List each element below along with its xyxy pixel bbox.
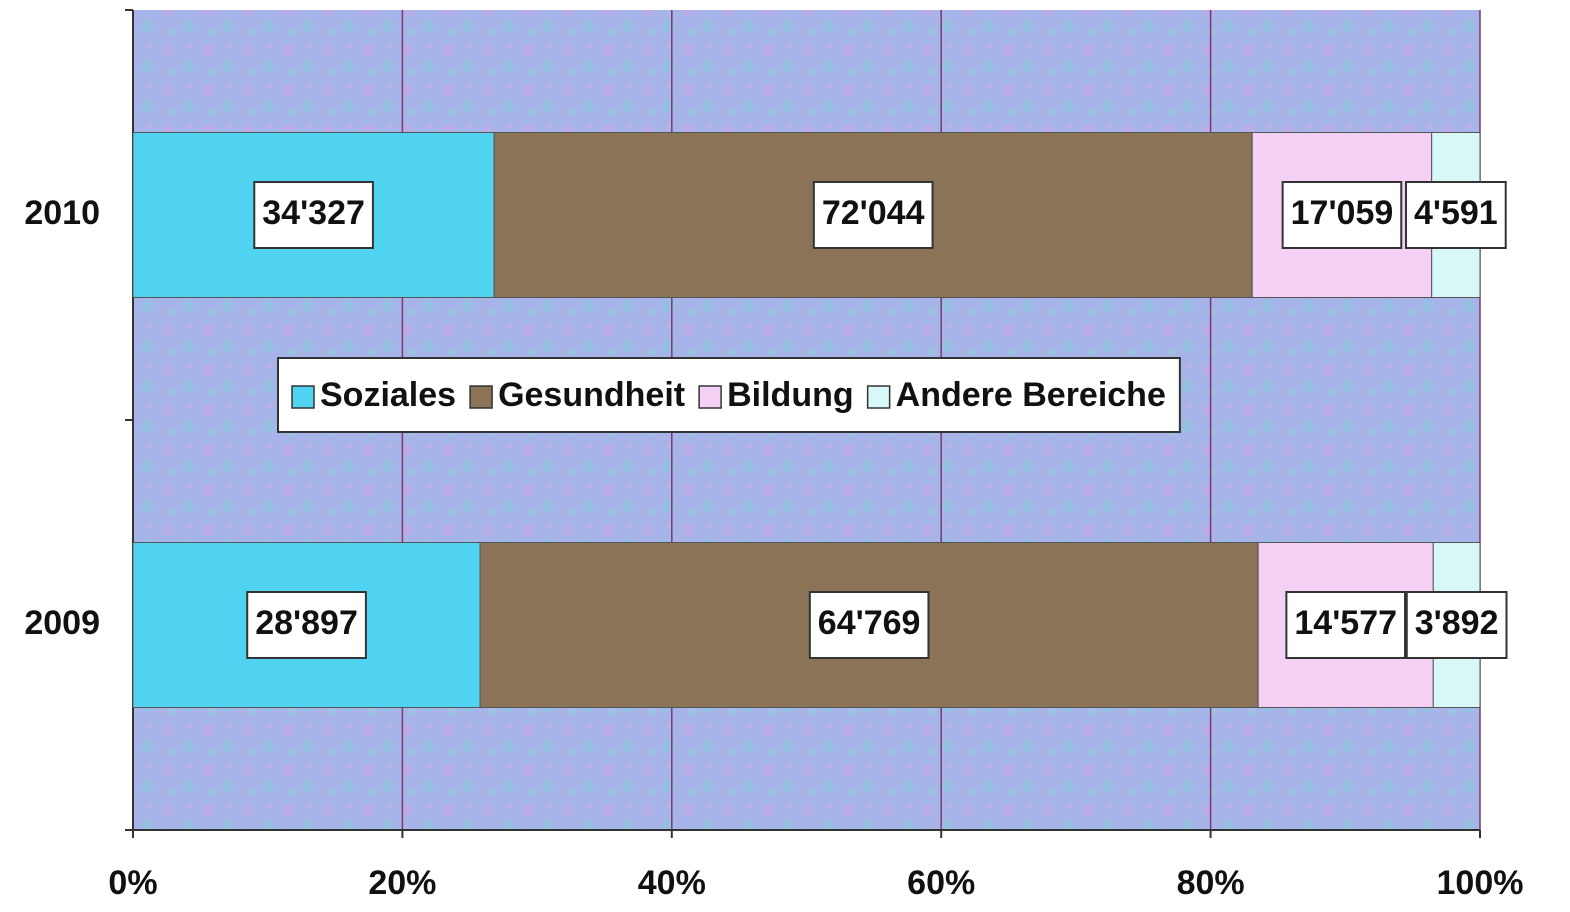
data-label: 14'577: [1285, 591, 1407, 659]
data-label-box: [808, 591, 930, 659]
data-label: 17'059: [1281, 181, 1403, 249]
data-label: 28'897: [246, 591, 367, 659]
y-tick-label: 2010: [24, 194, 100, 232]
legend-swatch: [291, 385, 315, 409]
x-tick-label: 80%: [1177, 864, 1245, 902]
legend-label: Bildung: [727, 376, 854, 414]
legend: Soziales Gesundheit Bildung Andere Bereiche: [277, 357, 1181, 433]
data-label-box: [246, 591, 367, 659]
legend-label: Gesundheit: [498, 376, 685, 414]
data-label-text: 4'591: [1414, 194, 1498, 232]
y-tick-label: 2009: [24, 604, 100, 642]
data-label-box: [253, 181, 374, 249]
data-label: 72'044: [812, 181, 934, 249]
data-label: 34'327: [253, 181, 374, 249]
x-tick-label: 60%: [907, 864, 975, 902]
data-label: 64'769: [808, 591, 930, 659]
x-tick-label: 100%: [1437, 864, 1524, 902]
legend-label: Soziales: [320, 376, 456, 414]
data-label-box: [1281, 181, 1403, 249]
data-label-text: 64'769: [818, 604, 921, 642]
x-tick-label: 0%: [108, 864, 157, 902]
data-label-box: [812, 181, 934, 249]
x-tick-label: 40%: [638, 864, 706, 902]
x-tick-label: 20%: [368, 864, 436, 902]
data-label-box: [1405, 591, 1508, 659]
data-label-text: 72'044: [822, 194, 925, 232]
data-label-box: [1285, 591, 1407, 659]
data-label-text: 17'059: [1291, 194, 1394, 232]
data-label-box: [1404, 181, 1507, 249]
data-label-text: 14'577: [1294, 604, 1397, 642]
legend-label: Andere Bereiche: [896, 376, 1166, 414]
legend-swatch: [698, 385, 722, 409]
legend-box: [277, 357, 1181, 433]
data-label-text: 3'892: [1415, 604, 1499, 642]
data-label-text: 28'897: [255, 604, 358, 642]
data-label: 4'591: [1404, 181, 1507, 249]
data-label: 3'892: [1405, 591, 1508, 659]
legend-swatch: [469, 385, 493, 409]
legend-swatch: [866, 385, 891, 409]
data-label-text: 34'327: [262, 194, 365, 232]
